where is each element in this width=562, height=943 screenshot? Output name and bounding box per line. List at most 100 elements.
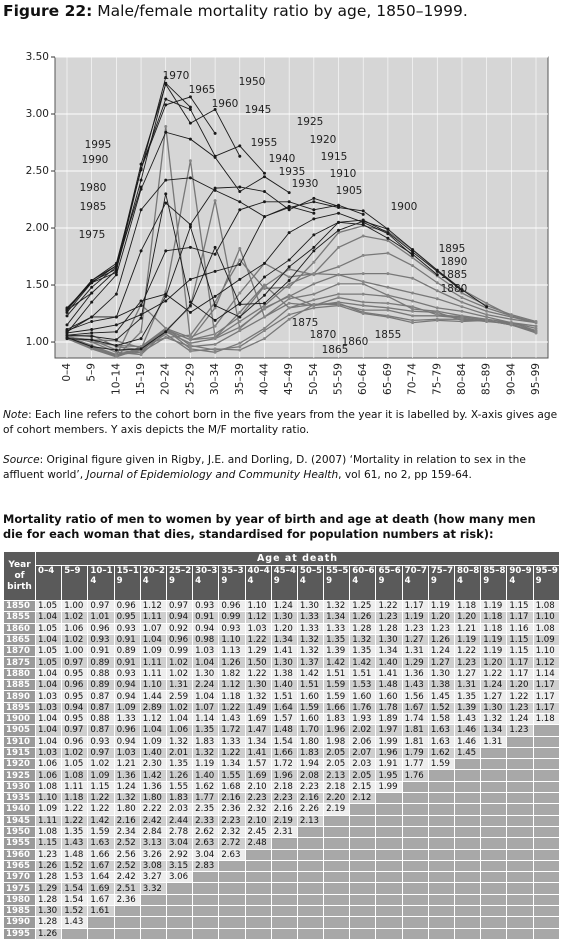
value-cell: 1.04	[192, 656, 220, 669]
year-cell: 1975	[3, 882, 36, 895]
value-cell: 1.22	[506, 690, 534, 703]
series-point	[213, 131, 217, 135]
value-cell: 0.89	[113, 645, 141, 658]
series-point	[262, 326, 266, 330]
empty-cell	[427, 792, 456, 805]
series-point	[238, 291, 242, 295]
empty-cell	[506, 769, 534, 782]
empty-cell	[453, 803, 482, 816]
series-point	[213, 306, 217, 310]
data-row: 1910 1.04 0.96 0.93 0.94 1.09 1.32 1.83 1.33 1.34…	[3, 735, 561, 748]
series-point	[411, 318, 415, 322]
value-cell: 1.22	[480, 667, 508, 681]
value-cell: 1.59	[323, 679, 351, 692]
series-point	[90, 338, 94, 342]
value-cell: 1.19	[480, 599, 508, 613]
year-cell: 1935	[3, 792, 36, 805]
value-cell: 1.67	[87, 893, 115, 907]
series-point	[287, 258, 291, 262]
age-label: 50–54	[296, 565, 325, 601]
x-tick-label: 95–99	[530, 363, 542, 395]
value-cell: 2.08	[296, 769, 325, 782]
empty-cell	[113, 905, 141, 918]
empty-cell	[480, 916, 508, 929]
empty-cell	[375, 814, 403, 827]
empty-cell	[244, 871, 272, 884]
value-cell: 1.93	[349, 712, 377, 726]
series-point	[287, 191, 291, 195]
source-label: Source	[3, 454, 40, 466]
series-point	[238, 154, 242, 158]
value-cell: 0.91	[87, 645, 115, 658]
series-point	[164, 290, 168, 294]
value-cell: 1.96	[270, 769, 298, 782]
value-cell: 1.60	[349, 690, 377, 703]
empty-cell	[244, 859, 272, 873]
value-cell: 1.35	[61, 825, 89, 839]
empty-cell	[506, 837, 534, 850]
series-point	[411, 309, 415, 313]
value-cell: 1.15	[34, 837, 63, 850]
series-point	[287, 297, 291, 301]
year-cell: 1885	[3, 679, 36, 692]
series-point	[139, 168, 143, 172]
series-point	[238, 208, 242, 212]
series-point	[164, 292, 168, 296]
value-cell: 1.53	[61, 871, 89, 884]
empty-cell	[506, 893, 534, 907]
empty-cell	[401, 825, 429, 839]
value-cell: 1.09	[34, 803, 63, 816]
value-cell: 1.40	[270, 679, 298, 692]
value-cell: 1.96	[323, 724, 351, 737]
age-label: 15–19	[113, 565, 141, 601]
series-point	[213, 199, 217, 203]
series-point	[361, 223, 365, 227]
year-cell: 1855	[3, 611, 36, 624]
data-table: Year of birth Age at death 0–4 5–9 10–14 15–1…	[3, 551, 561, 940]
data-row: 1995 1.26	[3, 927, 561, 940]
value-cell: 1.30	[192, 667, 220, 681]
empty-cell	[453, 927, 482, 940]
empty-cell	[453, 848, 482, 861]
empty-cell	[349, 871, 377, 884]
series-point	[90, 291, 94, 295]
value-cell: 1.23	[375, 611, 403, 624]
value-cell: 1.04	[34, 667, 63, 681]
empty-cell	[296, 859, 325, 873]
empty-cell	[480, 769, 508, 782]
value-cell: 1.18	[218, 690, 246, 703]
value-cell: 1.14	[532, 667, 561, 681]
series-point	[262, 306, 266, 310]
value-cell: 0.95	[61, 690, 89, 703]
empty-cell	[453, 871, 482, 884]
series-point	[139, 337, 143, 341]
value-cell: 1.72	[218, 724, 246, 737]
value-cell: 1.24	[506, 712, 534, 726]
value-cell: 1.03	[113, 746, 141, 760]
empty-cell	[480, 792, 508, 805]
series-point	[361, 218, 365, 222]
series-point	[139, 350, 143, 354]
empty-cell	[244, 893, 272, 907]
empty-cell	[87, 916, 115, 929]
empty-cell	[480, 758, 508, 771]
empty-cell	[532, 871, 561, 884]
series-point	[90, 340, 94, 344]
cohort-label: 1890	[441, 256, 468, 268]
value-cell: 1.66	[87, 848, 115, 861]
value-cell: 1.20	[506, 679, 534, 692]
value-cell: 1.41	[244, 746, 272, 760]
empty-cell	[427, 837, 456, 850]
year-cell: 1870	[3, 645, 36, 658]
series-point	[213, 324, 217, 328]
series-point	[114, 330, 118, 334]
value-cell: 1.42	[139, 769, 167, 782]
series-point	[534, 329, 538, 333]
value-cell: 2.32	[218, 825, 246, 839]
series-point	[312, 208, 316, 212]
value-cell: 0.93	[87, 633, 115, 647]
series-point	[287, 294, 291, 298]
empty-cell	[375, 859, 403, 873]
value-cell: 1.96	[375, 746, 403, 760]
series-point	[262, 286, 266, 290]
